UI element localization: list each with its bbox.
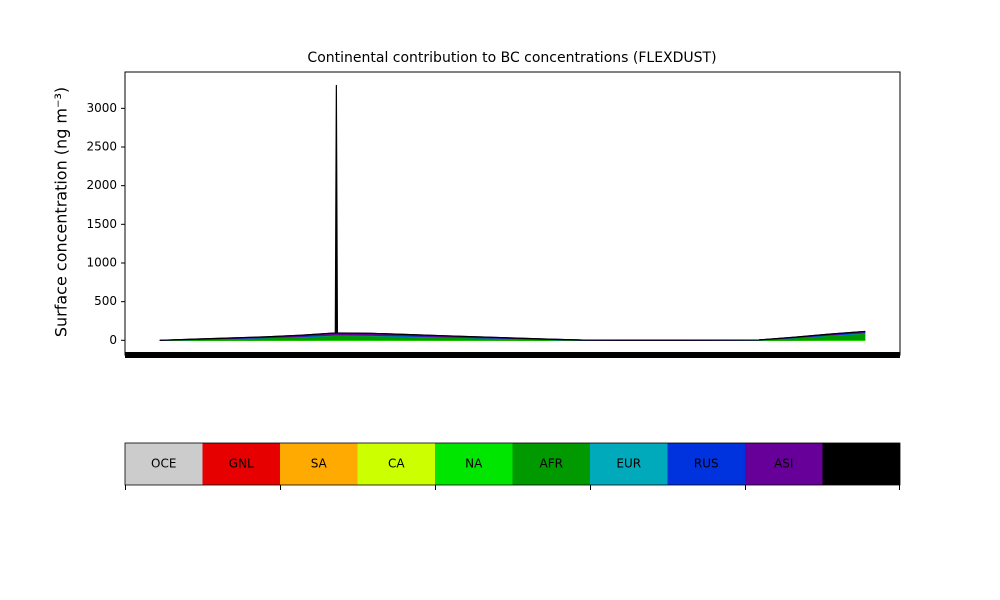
legend-swatch [822,443,900,485]
area [159,84,866,341]
y-tick-label: 2000 [86,178,117,192]
legend-swatch [590,443,668,485]
x-tick-band [125,352,900,358]
legend-swatch [745,443,823,485]
legend-label: GNL [229,457,254,471]
legend-frame [124,442,901,486]
legend-label: CA [388,457,405,471]
colorbar-ticks [125,485,900,490]
legend-swatch [435,443,513,485]
legend-label: EUR [616,457,641,471]
chart-title: Continental contribution to BC concentra… [307,50,716,66]
legend-label: AFR [540,457,563,471]
y-tick-label: 500 [94,294,117,308]
legend-label: NA [465,457,483,471]
legend-label: SA [311,457,328,471]
legend-swatch [280,443,358,485]
y-tick-label: 2500 [86,140,117,154]
legend-label: RUS [694,457,719,471]
y-tick-label: 1500 [86,217,117,231]
y-axis-label: Surface concentration (ng m⁻³) [52,87,71,337]
legend-label: AUS [849,457,874,471]
legend-swatch [512,443,590,485]
legend-swatch [667,443,745,485]
y-tick-label: 1000 [86,255,117,269]
plot-area [159,84,866,341]
legend-swatch [125,443,203,485]
y-tick-label: 3000 [86,101,117,115]
legend-label: OCE [151,457,176,471]
legend-swatch [357,443,435,485]
plot-frame [124,71,901,356]
y-tick-label: 0 [109,333,117,347]
legend-label: ASI [774,457,793,471]
legend-swatch [202,443,280,485]
